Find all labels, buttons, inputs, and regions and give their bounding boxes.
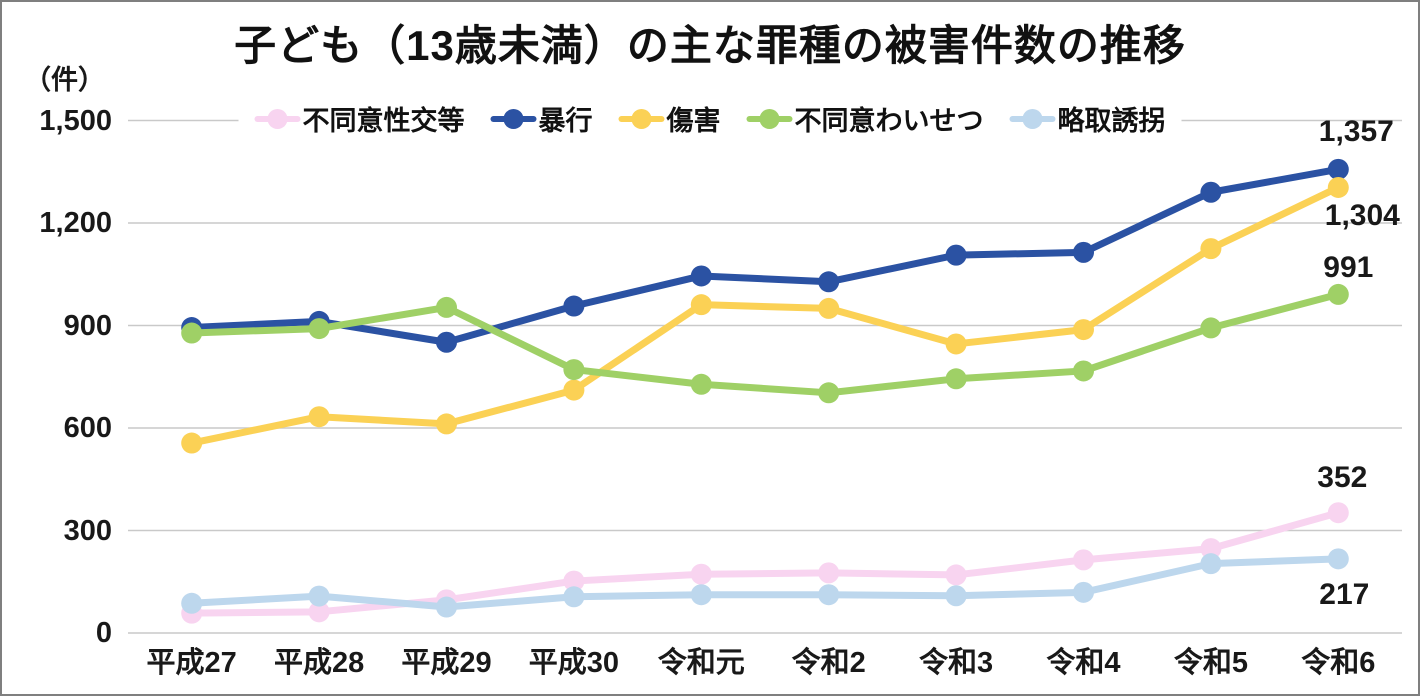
series-marker (945, 333, 967, 355)
series-marker (690, 563, 712, 585)
series-marker (436, 296, 457, 318)
series-marker (945, 368, 967, 390)
series-marker (563, 586, 585, 608)
series-marker (1200, 238, 1222, 260)
series-marker (945, 244, 967, 266)
series-marker (1073, 241, 1094, 263)
legend-item-label: 傷害 (666, 106, 721, 136)
legend-dot-icon (759, 108, 780, 129)
series-marker (563, 359, 585, 381)
series-marker (1200, 181, 1222, 203)
series-marker (818, 382, 840, 404)
series-marker (690, 373, 712, 395)
legend-item-label: 不同意わいせつ (794, 106, 984, 136)
series-marker (945, 585, 967, 607)
series-marker (1327, 283, 1349, 305)
series-marker (1073, 319, 1094, 341)
legend-item: 不同意わいせつ (746, 99, 984, 138)
legend-item-label: 略取誘拐 (1057, 106, 1166, 136)
legend-line-marker-icon (746, 108, 793, 130)
series-marker (181, 592, 203, 614)
legend-line-marker-icon (1009, 108, 1056, 130)
series-marker (181, 322, 203, 344)
series-marker (181, 432, 203, 454)
series-marker (436, 413, 457, 435)
series-marker (1327, 502, 1349, 524)
legend-dot-icon (631, 108, 652, 129)
series-marker (818, 271, 840, 293)
series-line-1 (191, 165, 1339, 346)
series-marker (690, 294, 712, 316)
series-marker (690, 584, 712, 606)
series-marker (1200, 538, 1222, 560)
series-marker (690, 265, 712, 287)
series-line-3 (191, 291, 1340, 397)
series-marker (1327, 158, 1349, 180)
series-marker (308, 318, 330, 340)
series-marker (563, 379, 585, 401)
series-marker (563, 570, 585, 592)
legend-item: 傷害 (618, 99, 721, 138)
legend-item-label: 不同意性交等 (302, 106, 465, 136)
series-marker (308, 406, 330, 428)
chart-title: 子ども（13歳未満）の主な罪種の被害件数の推移 (234, 22, 1186, 69)
series-marker (818, 584, 840, 606)
series-marker (818, 562, 840, 584)
series-line-2 (190, 184, 1340, 447)
series-marker (818, 297, 840, 319)
series-marker (1073, 581, 1094, 603)
legend: 不同意性交等 暴行 傷害 不同意わいせつ 略取誘拐 (238, 97, 1182, 140)
series-marker (308, 601, 330, 623)
series-marker (1073, 549, 1094, 571)
y-axis-unit-label: （件） (24, 65, 105, 95)
series-marker (436, 596, 457, 618)
series-marker (563, 295, 585, 317)
series-marker (1200, 553, 1222, 575)
legend-dot-icon (267, 108, 288, 129)
series-line-4 (191, 555, 1339, 611)
series-marker (945, 564, 967, 586)
legend-item: 略取誘拐 (1009, 99, 1166, 138)
series-marker (1327, 548, 1349, 570)
series-marker (1073, 360, 1094, 382)
legend-item-label: 暴行 (538, 106, 593, 136)
legend-dot-icon (503, 108, 524, 129)
legend-line-marker-icon (490, 108, 537, 130)
series-marker (1200, 317, 1222, 339)
legend-item: 不同意性交等 (254, 99, 465, 138)
legend-item: 暴行 (490, 99, 593, 138)
series-line-0 (191, 509, 1340, 617)
legend-line-marker-icon (618, 108, 665, 130)
series-marker (1327, 176, 1349, 198)
series-marker (308, 585, 330, 607)
series-marker (436, 331, 457, 353)
legend-dot-icon (1022, 108, 1043, 129)
legend-line-marker-icon (254, 108, 301, 130)
